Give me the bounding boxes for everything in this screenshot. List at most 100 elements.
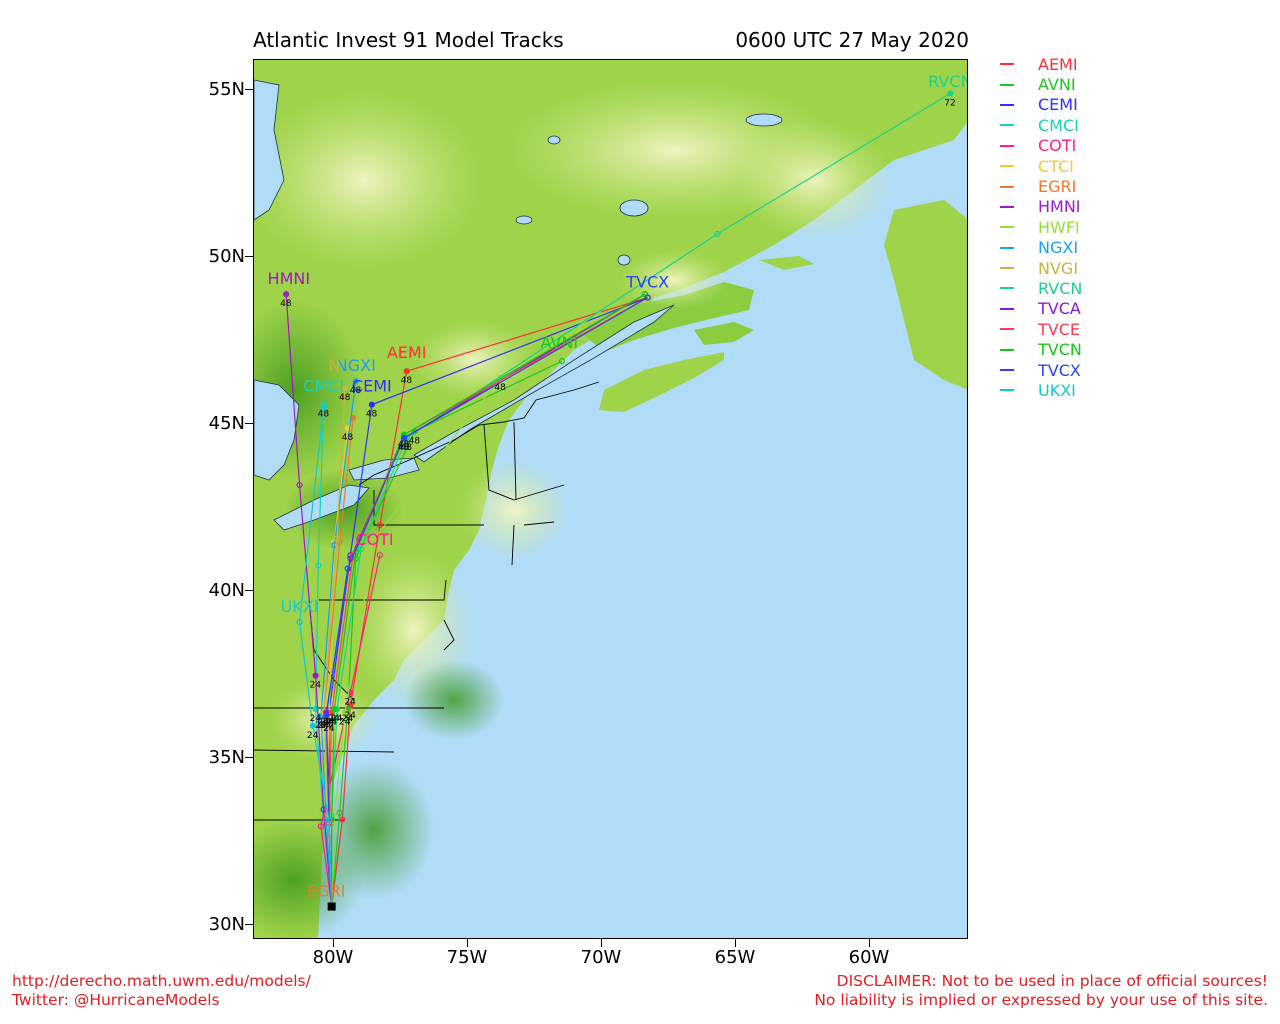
- track-point: [296, 619, 303, 626]
- legend-item-ngxi[interactable]: NGXI: [1000, 238, 1082, 258]
- footer-disclaimer: DISCLAIMER: Not to be used in place of o…: [814, 972, 1268, 1010]
- legend-label: RVCN: [1038, 278, 1083, 298]
- track-hwfi: [331, 233, 718, 907]
- legend-swatch: [1000, 287, 1014, 290]
- track-point: [336, 809, 343, 816]
- track-point: [320, 404, 327, 412]
- forecast-hour-label: 48: [280, 299, 292, 309]
- legend-swatch: [1000, 246, 1014, 249]
- legend-swatch: [1000, 103, 1014, 106]
- legend-label: NGXI: [1038, 238, 1079, 258]
- forecast-hour-label: 24: [320, 721, 332, 731]
- lat-label-35n: 35N: [208, 747, 245, 768]
- forecast-hour-label: 24: [310, 681, 322, 691]
- legend-item-tvca[interactable]: TVCA: [1000, 299, 1082, 319]
- legend-label: CTCI: [1038, 156, 1074, 176]
- storm-start-marker: [327, 902, 336, 911]
- legend-item-cemi[interactable]: CEMI: [1000, 95, 1082, 115]
- footer-twitter-link[interactable]: Twitter: @HurricaneModels: [12, 991, 220, 1009]
- track-point: [947, 90, 954, 97]
- forecast-hour-label: 48: [401, 443, 413, 453]
- track-point: [312, 672, 319, 679]
- forecast-hour-label: 48: [339, 393, 351, 403]
- legend-item-coti[interactable]: COTI: [1000, 136, 1082, 156]
- track-name-label: AEMI: [387, 343, 427, 362]
- forecast-hour-label: 48: [318, 410, 330, 420]
- track-name-label: N: [328, 356, 340, 375]
- lat-tick: [245, 89, 253, 90]
- footer-url-link[interactable]: http://derecho.math.uwm.edu/models/: [12, 972, 311, 990]
- track-point: [341, 384, 349, 392]
- track-name-label: CMCI: [303, 376, 344, 395]
- forecast-hour-label: 48: [401, 376, 413, 386]
- forecast-hour-label: 48: [342, 433, 354, 443]
- track-point: [315, 562, 322, 569]
- legend: AEMI AVNI CEMI CMCI COTI CTCI EGRI HMNI HWFI NGXI…: [1000, 54, 1082, 401]
- track-point: [358, 545, 365, 552]
- legend-item-ukxi[interactable]: UKXI: [1000, 380, 1082, 400]
- forecast-hour-label: 48: [409, 436, 421, 446]
- track-tvcn: [331, 293, 646, 907]
- forecast-hour-label: 48: [398, 443, 410, 453]
- track-name-label: NGXI: [336, 356, 376, 375]
- track-point: [333, 535, 341, 542]
- legend-item-tvcx[interactable]: TVCX: [1000, 360, 1082, 380]
- forecast-hour-label: 48: [494, 383, 506, 393]
- forecast-hour-label: 24: [315, 721, 327, 731]
- chart-title: Atlantic Invest 91 Model Tracks: [253, 28, 564, 52]
- legend-item-tvcn[interactable]: TVCN: [1000, 339, 1082, 359]
- track-aemi: [331, 296, 648, 907]
- track-point: [376, 521, 383, 529]
- legend-swatch: [1000, 83, 1014, 86]
- legend-swatch: [1000, 226, 1014, 229]
- legend-item-tvce[interactable]: TVCE: [1000, 319, 1082, 339]
- lon-label-70w: 70W: [580, 947, 622, 968]
- legend-item-cmci[interactable]: CMCI: [1000, 115, 1082, 135]
- forecast-hour-label: 24: [318, 721, 330, 731]
- disclaimer-line-2: No liability is implied or expressed by …: [814, 991, 1268, 1009]
- legend-item-hwfi[interactable]: HWFI: [1000, 217, 1082, 237]
- legend-swatch: [1000, 267, 1014, 270]
- track-name-label: TVCX: [625, 273, 669, 292]
- map-svg[interactable]: 2448AEMI2448AVNI2448CEMI2448CMCI24COTI24…: [254, 60, 968, 939]
- track-point: [344, 565, 351, 572]
- lon-tick: [467, 939, 468, 947]
- legend-item-egri[interactable]: EGRI: [1000, 176, 1082, 196]
- lakes: [254, 79, 783, 531]
- legend-item-hmni[interactable]: HMNI: [1000, 197, 1082, 217]
- track-point: [296, 481, 303, 489]
- track-labels: 2448AEMI2448AVNI2448CEMI2448CMCI24COTI24…: [268, 72, 968, 911]
- legend-swatch: [1000, 307, 1014, 310]
- legend-swatch: [1000, 389, 1014, 392]
- track-point: [376, 552, 383, 559]
- lat-label-45n: 45N: [208, 413, 245, 434]
- legend-label: CMCI: [1038, 115, 1079, 135]
- legend-swatch: [1000, 369, 1014, 372]
- model-tracks: [283, 90, 954, 907]
- track-point: [323, 712, 330, 719]
- legend-item-ctci[interactable]: CTCI: [1000, 156, 1082, 176]
- legend-item-aemi[interactable]: AEMI: [1000, 54, 1082, 74]
- disclaimer-line-1: DISCLAIMER: Not to be used in place of o…: [836, 972, 1268, 990]
- chart-timestamp: 0600 UTC 27 May 2020: [735, 28, 969, 52]
- legend-item-rvcn[interactable]: RVCN: [1000, 278, 1082, 298]
- track-point: [558, 358, 566, 365]
- forecast-hour-label: 24: [344, 711, 356, 721]
- forecast-hour-label: 24: [323, 724, 335, 734]
- lon-tick: [333, 939, 334, 947]
- legend-item-nvgi[interactable]: NVGI: [1000, 258, 1082, 278]
- track-name-label: COTI: [355, 530, 393, 549]
- legend-label: EGRI: [1038, 177, 1077, 197]
- forecast-hour-label: 48: [398, 440, 410, 450]
- map-panel[interactable]: 24 48 AEMI 24 48 AVNI 24 48 CEMI 24 48 CMCI 24 COTI 24…: [253, 59, 968, 939]
- lon-label-65w: 65W: [714, 947, 756, 968]
- legend-item-avni[interactable]: AVNI: [1000, 74, 1082, 94]
- legend-label: CEMI: [1038, 95, 1078, 115]
- legend-label: TVCN: [1038, 340, 1082, 360]
- track-point: [341, 709, 349, 716]
- legend-swatch: [1000, 63, 1014, 66]
- track-point: [644, 294, 651, 301]
- track-name-label: RVCN: [928, 72, 968, 91]
- forecast-hour-label: 48: [398, 443, 410, 453]
- lon-tick: [869, 939, 870, 947]
